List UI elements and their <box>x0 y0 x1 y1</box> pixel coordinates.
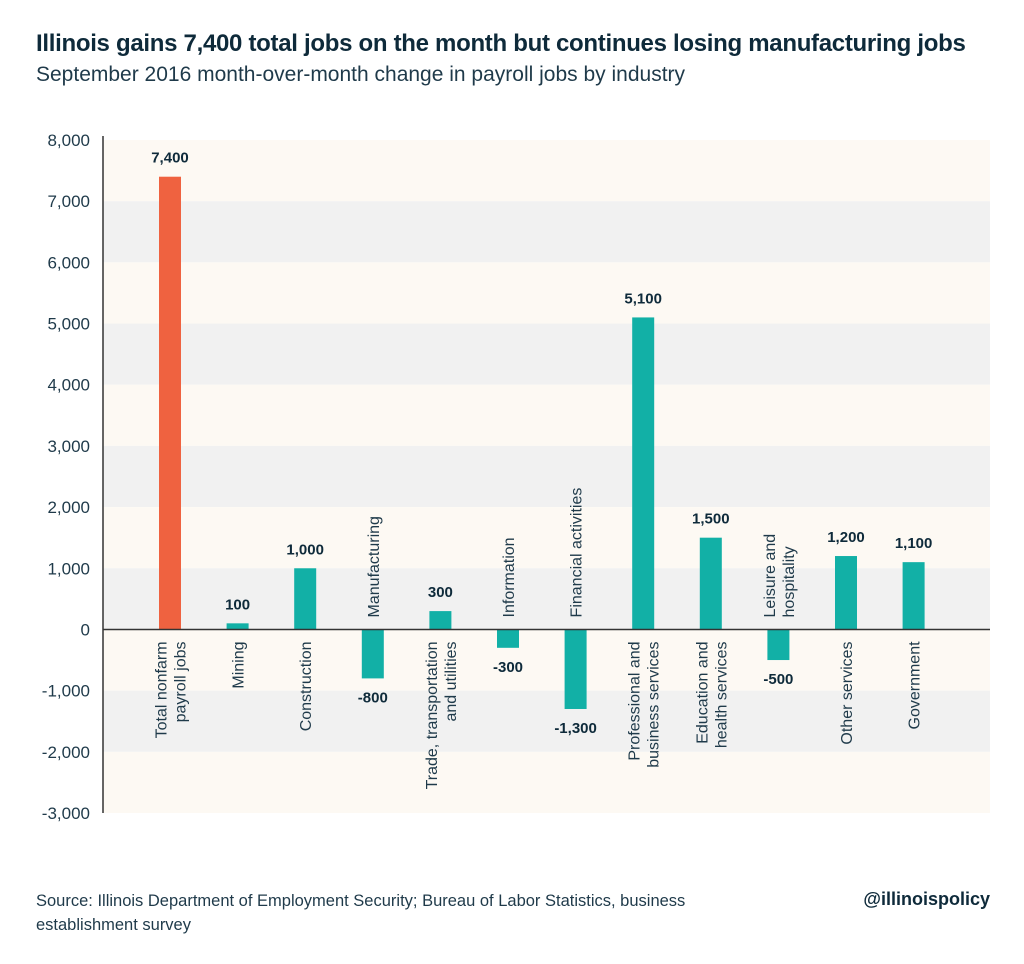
category-labels: Total nonfarm payroll jobs Mining Construct… <box>154 488 924 790</box>
y-axis: 8,000 7,000 6,000 5,000 4,000 3,000 2,000 1,000… <box>42 131 90 823</box>
category-label-line: hospitality <box>781 546 798 617</box>
bar <box>361 629 384 679</box>
y-tick-label: 2,000 <box>47 498 90 517</box>
data-label: -500 <box>763 671 793 688</box>
y-tick-label: 0 <box>81 620 90 639</box>
grid-bands <box>103 140 990 813</box>
grid-band <box>103 262 990 324</box>
category-label: Trade, transportation and utilities <box>424 641 460 789</box>
grid-band <box>103 201 990 263</box>
category-label-line: Education and <box>694 641 711 743</box>
grid-band <box>103 751 990 813</box>
category-label: Manufacturing <box>366 516 383 617</box>
grid-band <box>103 384 990 446</box>
category-label: Leisure and hospitality <box>762 534 798 618</box>
y-tick-label: 3,000 <box>47 437 90 456</box>
bar <box>294 568 317 630</box>
category-label: Professional and business services <box>627 641 663 767</box>
y-tick-label: -1,000 <box>42 682 90 701</box>
data-label: 5,100 <box>624 290 662 307</box>
axes <box>102 136 990 813</box>
bar <box>767 629 790 661</box>
category-label-line: Government <box>907 641 924 730</box>
bar <box>497 629 519 648</box>
grid-band <box>103 323 990 385</box>
category-label-line: Other services <box>839 641 856 744</box>
category-label-line: Leisure and <box>762 534 779 618</box>
y-tick-label: -2,000 <box>42 743 90 762</box>
category-label-line: Trade, transportation <box>424 641 441 789</box>
bar <box>699 537 722 630</box>
data-label: 100 <box>225 596 250 613</box>
bar <box>429 611 452 630</box>
category-label: Mining <box>231 641 248 688</box>
bar <box>226 623 249 630</box>
data-label: -800 <box>358 689 388 706</box>
data-label: 7,400 <box>151 150 189 167</box>
data-label: -1,300 <box>554 720 597 737</box>
category-label: Information <box>501 537 518 617</box>
category-label: Construction <box>298 641 315 731</box>
y-tick-label: 7,000 <box>47 192 90 211</box>
data-label: -300 <box>493 659 523 676</box>
category-label: Government <box>907 641 924 730</box>
category-label-line: payroll jobs <box>173 641 190 722</box>
bar <box>835 556 857 630</box>
y-tick-label: 6,000 <box>47 253 90 272</box>
category-label-line: Information <box>501 537 518 617</box>
y-tick-label: 1,000 <box>47 559 90 578</box>
twitter-handle: @illinoispolicy <box>863 889 990 909</box>
bar <box>632 317 655 630</box>
category-label-line: Professional and <box>627 641 644 760</box>
category-label-line: business services <box>646 641 663 767</box>
chart-title: Illinois gains 7,400 total jobs on the m… <box>36 30 966 57</box>
grid-band <box>103 629 990 691</box>
bar <box>564 629 587 709</box>
category-label-line: health services <box>713 641 730 748</box>
grid-band <box>103 140 990 202</box>
y-tick-label: 8,000 <box>47 131 90 150</box>
bar <box>902 562 925 630</box>
data-label: 1,000 <box>286 541 324 558</box>
y-tick-label: -3,000 <box>42 804 90 823</box>
data-label: 1,200 <box>827 529 865 546</box>
data-label: 300 <box>428 584 453 601</box>
grid-band <box>103 445 990 508</box>
data-label: 1,100 <box>895 535 933 552</box>
category-label-line: Financial activities <box>569 488 586 618</box>
category-label-line: Construction <box>298 641 315 731</box>
data-label: 1,500 <box>692 511 730 528</box>
y-tick-label: 4,000 <box>47 376 90 395</box>
data-labels: 7,400 100 1,000 -800 300 -300 -1,300 5,100 1,500… <box>151 150 932 737</box>
category-label-line: and utilities <box>443 641 460 721</box>
category-label: Education and health services <box>694 641 730 748</box>
category-label-line: Manufacturing <box>366 516 383 617</box>
chart-subtitle: September 2016 month-over-month change i… <box>36 63 686 86</box>
bar-series <box>159 176 925 709</box>
category-label-line: Total nonfarm <box>154 641 171 738</box>
grid-band <box>103 690 990 752</box>
category-label: Financial activities <box>569 488 586 618</box>
category-label: Total nonfarm payroll jobs <box>154 641 190 738</box>
source-note: Source: Illinois Department of Employmen… <box>36 892 686 934</box>
category-label-line: Mining <box>231 641 248 688</box>
category-label: Other services <box>839 641 856 744</box>
bar <box>159 176 181 630</box>
y-tick-label: 5,000 <box>47 315 90 334</box>
bar-chart: 8,000 7,000 6,000 5,000 4,000 3,000 2,000 1,000… <box>42 131 990 823</box>
